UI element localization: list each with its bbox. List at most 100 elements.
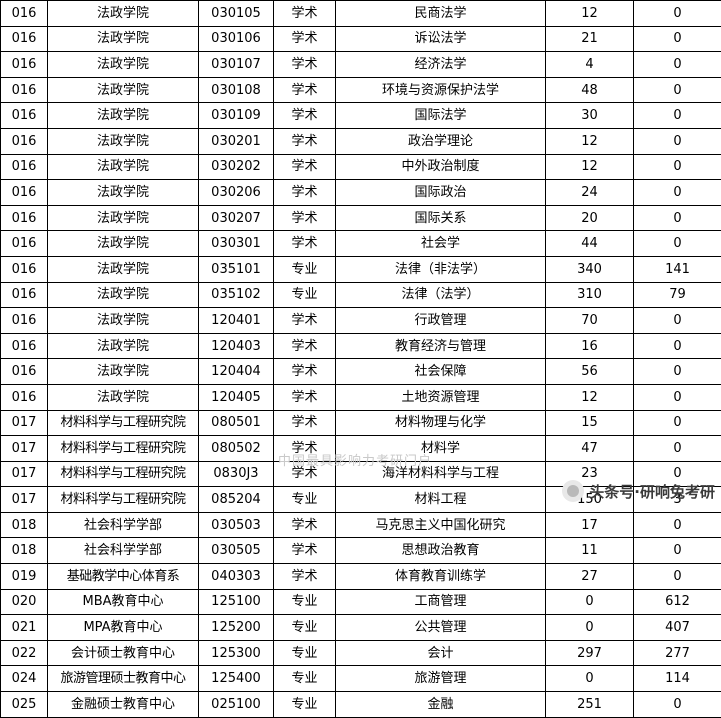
cell-college_code: 016 <box>1 128 48 154</box>
cell-major_code: 030201 <box>199 128 274 154</box>
cell-college_code: 021 <box>1 615 48 641</box>
cell-major_code: 120404 <box>199 359 274 385</box>
cell-college_name: 法政学院 <box>48 180 199 206</box>
cell-total: 56 <box>546 359 634 385</box>
cell-major_name: 思想政治教育 <box>336 538 546 564</box>
cell-non_full_time: 0 <box>634 692 721 718</box>
cell-major_code: 030202 <box>199 154 274 180</box>
cell-major_name: 教育经济与管理 <box>336 333 546 359</box>
cell-major_code: 125100 <box>199 589 274 615</box>
cell-type: 学术 <box>274 564 336 590</box>
toutiao-avatar-icon <box>562 480 584 502</box>
cell-college_name: 法政学院 <box>48 256 199 282</box>
cell-major_code: 030206 <box>199 180 274 206</box>
cell-non_full_time: 0 <box>634 308 721 334</box>
cell-total: 47 <box>546 436 634 462</box>
cell-total: 16 <box>546 333 634 359</box>
cell-college_code: 016 <box>1 77 48 103</box>
cell-non_full_time: 0 <box>634 538 721 564</box>
cell-type: 学术 <box>274 1 336 27</box>
cell-major_name: 环境与资源保护法学 <box>336 77 546 103</box>
cell-non_full_time: 0 <box>634 384 721 410</box>
cell-major_code: 125400 <box>199 666 274 692</box>
cell-type: 专业 <box>274 256 336 282</box>
cell-major_code: 030207 <box>199 205 274 231</box>
cell-college_code: 016 <box>1 282 48 308</box>
cell-major_name: 行政管理 <box>336 308 546 334</box>
cell-college_name: 法政学院 <box>48 77 199 103</box>
cell-total: 251 <box>546 692 634 718</box>
cell-total: 0 <box>546 615 634 641</box>
cell-total: 0 <box>546 666 634 692</box>
cell-type: 学术 <box>274 128 336 154</box>
cell-non_full_time: 0 <box>634 333 721 359</box>
cell-total: 12 <box>546 128 634 154</box>
cell-type: 专业 <box>274 487 336 513</box>
cell-type: 学术 <box>274 512 336 538</box>
cell-major_name: 法律（法学） <box>336 282 546 308</box>
cell-college_code: 024 <box>1 666 48 692</box>
cell-total: 70 <box>546 308 634 334</box>
cell-major_code: 030107 <box>199 52 274 78</box>
cell-college_code: 017 <box>1 487 48 513</box>
cell-non_full_time: 0 <box>634 436 721 462</box>
cell-type: 专业 <box>274 589 336 615</box>
cell-major_code: 030109 <box>199 103 274 129</box>
cell-type: 专业 <box>274 666 336 692</box>
cell-major_code: 120401 <box>199 308 274 334</box>
cell-type: 学术 <box>274 333 336 359</box>
cell-total: 44 <box>546 231 634 257</box>
cell-major_code: 030301 <box>199 231 274 257</box>
cell-major_code: 0830J3 <box>199 461 274 487</box>
cell-college_code: 018 <box>1 512 48 538</box>
cell-college_name: 材料科学与工程研究院 <box>48 461 199 487</box>
cell-major_name: 海洋材料科学与工程 <box>336 461 546 487</box>
cell-major_code: 035102 <box>199 282 274 308</box>
cell-major_name: 经济法学 <box>336 52 546 78</box>
cell-major_name: 土地资源管理 <box>336 384 546 410</box>
cell-college_code: 017 <box>1 410 48 436</box>
cell-college_code: 020 <box>1 589 48 615</box>
cell-type: 学术 <box>274 538 336 564</box>
cell-total: 297 <box>546 640 634 666</box>
cell-total: 15 <box>546 410 634 436</box>
cell-major_name: 工商管理 <box>336 589 546 615</box>
cell-college_name: 材料科学与工程研究院 <box>48 487 199 513</box>
cell-college_name: 法政学院 <box>48 128 199 154</box>
cell-non_full_time: 0 <box>634 410 721 436</box>
cell-non_full_time: 0 <box>634 564 721 590</box>
cell-major_code: 030106 <box>199 26 274 52</box>
cell-non_full_time: 407 <box>634 615 721 641</box>
cell-college_name: 旅游管理硕士教育中心 <box>48 666 199 692</box>
cell-total: 24 <box>546 180 634 206</box>
cell-non_full_time: 0 <box>634 154 721 180</box>
cell-non_full_time: 0 <box>634 77 721 103</box>
cell-major_code: 035101 <box>199 256 274 282</box>
cell-major_name: 国际法学 <box>336 103 546 129</box>
cell-total: 12 <box>546 1 634 27</box>
cell-college_name: 会计硕士教育中心 <box>48 640 199 666</box>
cell-major_code: 030105 <box>199 1 274 27</box>
cell-college_name: 法政学院 <box>48 231 199 257</box>
cell-college_code: 016 <box>1 333 48 359</box>
cell-college_code: 016 <box>1 26 48 52</box>
cell-non_full_time: 0 <box>634 103 721 129</box>
cell-non_full_time: 0 <box>634 205 721 231</box>
cell-total: 20 <box>546 205 634 231</box>
cell-type: 学术 <box>274 205 336 231</box>
cell-non_full_time: 0 <box>634 359 721 385</box>
cell-college_name: 材料科学与工程研究院 <box>48 410 199 436</box>
cell-college_code: 016 <box>1 103 48 129</box>
cell-major_name: 法律（非法学） <box>336 256 546 282</box>
cell-major_name: 中外政治制度 <box>336 154 546 180</box>
cell-major_code: 120405 <box>199 384 274 410</box>
